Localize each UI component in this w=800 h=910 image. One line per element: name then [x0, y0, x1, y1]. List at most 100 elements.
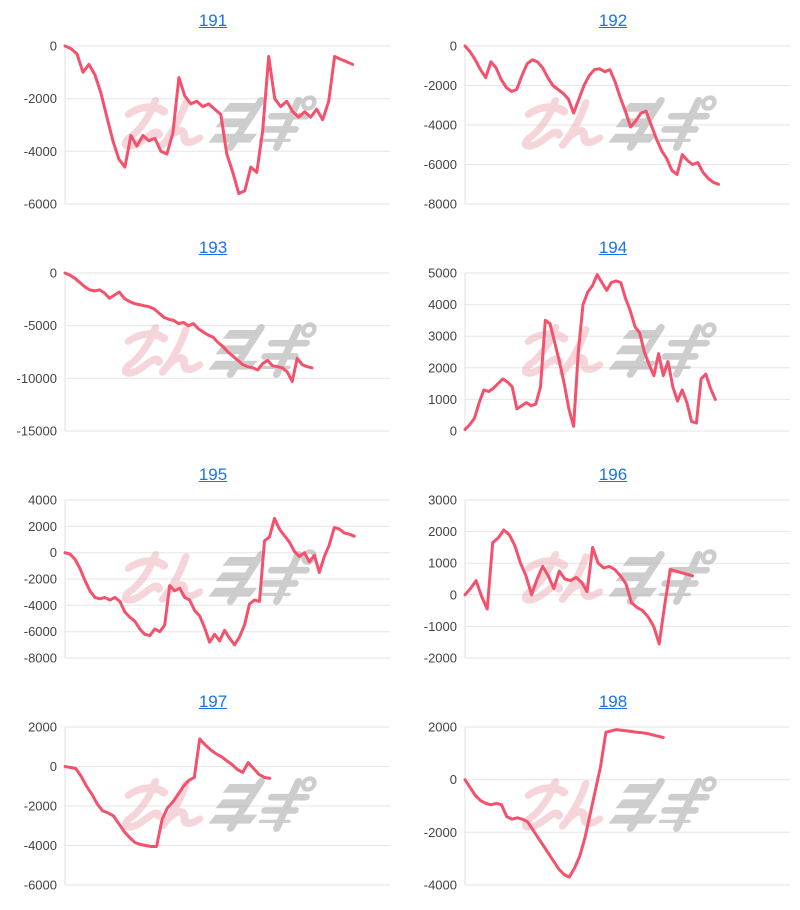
- profit-line: [63, 516, 356, 647]
- y-tick-label: -2000: [24, 799, 57, 814]
- y-tick-label: -2000: [424, 78, 457, 93]
- chart-title-row: 195: [0, 456, 400, 490]
- y-tick-label: 2000: [28, 720, 57, 735]
- y-tick-label: -4000: [24, 838, 57, 853]
- y-tick-label: -2000: [24, 91, 57, 106]
- y-tick-label: 1000: [428, 392, 457, 407]
- y-tick-label: 5000: [428, 266, 457, 281]
- chart-cell-194: 194 5000 4000 3000 2000 1000 0: [400, 229, 800, 456]
- watermark-pink-part: [121, 323, 204, 377]
- y-tick-label: -6000: [24, 878, 57, 893]
- line-chart: 0 -2000 -4000 -6000: [24, 39, 390, 212]
- watermark-minrepo-logo: [521, 95, 717, 151]
- y-tick-label: -10000: [17, 371, 57, 386]
- y-tick-label: 0: [50, 39, 57, 54]
- y-tick-label: -4000: [24, 598, 57, 613]
- chart-title-link-196[interactable]: 196: [598, 465, 628, 484]
- watermark-gray-strokes: [226, 776, 317, 832]
- profit-line: [63, 44, 355, 195]
- chart-cell-191: 191 0 -2000 -4000 -6000: [0, 2, 400, 229]
- y-tick-label: 0: [450, 587, 457, 602]
- y-tick-label: 3000: [428, 329, 457, 344]
- y-tick-label: 0: [450, 424, 457, 439]
- y-tick-label: -6000: [424, 157, 457, 172]
- watermark-pink-part: [121, 96, 204, 150]
- watermark-pink-part: [521, 777, 604, 831]
- watermark-gray-strokes: [626, 776, 717, 832]
- y-tick-label: -4000: [24, 144, 57, 159]
- chart-cell-197: 197 2000 0 -2000 -4000 -6000: [0, 683, 400, 910]
- chart-cell-192: 192 0 -2000 -4000 -6000 -8000: [400, 2, 800, 229]
- y-tick-label: -4000: [424, 878, 457, 893]
- line-chart: 0 -2000 -4000 -6000 -8000: [424, 39, 790, 212]
- chart-cell-198: 198 2000 0 -2000 -4000: [400, 683, 800, 910]
- y-tick-label: -5000: [24, 318, 57, 333]
- y-tick-label: -15000: [17, 424, 57, 439]
- chart-title-link-195[interactable]: 195: [198, 465, 228, 484]
- chart-cell-196: 196 3000 2000 1000 0 -1000 -2000: [400, 456, 800, 683]
- chart-title-link-197[interactable]: 197: [198, 692, 228, 711]
- watermark-minrepo-logo: [121, 776, 317, 832]
- y-tick-label: 0: [50, 266, 57, 281]
- y-tick-label: -1000: [424, 619, 457, 634]
- chart-title-row: 197: [0, 683, 400, 717]
- y-tick-label: -8000: [24, 651, 57, 666]
- y-tick-label: 4000: [28, 493, 57, 508]
- line-chart: 4000 2000 0 -2000 -4000 -6000 -8000: [24, 493, 390, 666]
- y-tick-label: 0: [50, 545, 57, 560]
- line-chart: 2000 0 -2000 -4000: [424, 720, 790, 893]
- y-tick-label: 0: [450, 772, 457, 787]
- watermark-pink-part: [521, 323, 604, 377]
- y-tick-label: 1000: [428, 556, 457, 571]
- profit-line: [463, 528, 694, 646]
- watermark-minrepo-logo: [121, 549, 317, 605]
- line-chart: 0 -5000 -10000 -15000: [17, 266, 390, 439]
- chart-title-link-192[interactable]: 192: [598, 11, 628, 30]
- y-tick-label: 2000: [428, 524, 457, 539]
- watermark-gray-strokes: [226, 95, 317, 151]
- chart-title-row: 192: [400, 2, 800, 36]
- watermark-pink-part: [121, 550, 204, 604]
- y-tick-label: -2000: [24, 572, 57, 587]
- y-tick-label: -6000: [24, 624, 57, 639]
- y-tick-label: -8000: [424, 197, 457, 212]
- y-tick-label: -4000: [424, 118, 457, 133]
- line-chart: 2000 0 -2000 -4000 -6000: [24, 720, 390, 893]
- chart-title-link-198[interactable]: 198: [598, 692, 628, 711]
- chart-title-row: 196: [400, 456, 800, 490]
- profit-line: [63, 737, 272, 848]
- watermark-gray-strokes: [626, 322, 717, 378]
- profit-line: [63, 271, 314, 383]
- chart-cell-193: 193 0 -5000 -10000 -15000: [0, 229, 400, 456]
- chart-title-link-193[interactable]: 193: [198, 238, 228, 257]
- watermark-minrepo-logo: [121, 95, 317, 151]
- y-tick-label: 0: [450, 39, 457, 54]
- chart-title-row: 193: [0, 229, 400, 263]
- chart-title-row: 194: [400, 229, 800, 263]
- chart-title-row: 198: [400, 683, 800, 717]
- profit-line: [463, 44, 720, 186]
- line-chart: 5000 4000 3000 2000 1000 0: [428, 266, 790, 439]
- profit-line: [463, 273, 717, 431]
- watermark-gray-strokes: [226, 549, 317, 605]
- watermark-minrepo-logo: [521, 776, 717, 832]
- chart-title-link-191[interactable]: 191: [198, 11, 228, 30]
- chart-cell-195: 195 4000 2000 0 -2000 -4000 -6000 -8000: [0, 456, 400, 683]
- watermark-pink-part: [521, 96, 604, 150]
- y-tick-label: 3000: [428, 493, 457, 508]
- y-tick-label: -6000: [24, 197, 57, 212]
- chart-title-link-194[interactable]: 194: [598, 238, 628, 257]
- watermark-minrepo-logo: [121, 322, 317, 378]
- watermark-pink-part: [521, 550, 604, 604]
- y-tick-label: 4000: [428, 297, 457, 312]
- y-tick-label: 2000: [428, 720, 457, 735]
- profit-line: [463, 728, 665, 879]
- chart-title-row: 191: [0, 2, 400, 36]
- y-tick-label: -2000: [424, 825, 457, 840]
- y-tick-label: -2000: [424, 651, 457, 666]
- watermark-gray-strokes: [626, 95, 717, 151]
- line-chart: 3000 2000 1000 0 -1000 -2000: [424, 493, 790, 666]
- y-tick-label: 2000: [28, 519, 57, 534]
- y-tick-label: 0: [50, 759, 57, 774]
